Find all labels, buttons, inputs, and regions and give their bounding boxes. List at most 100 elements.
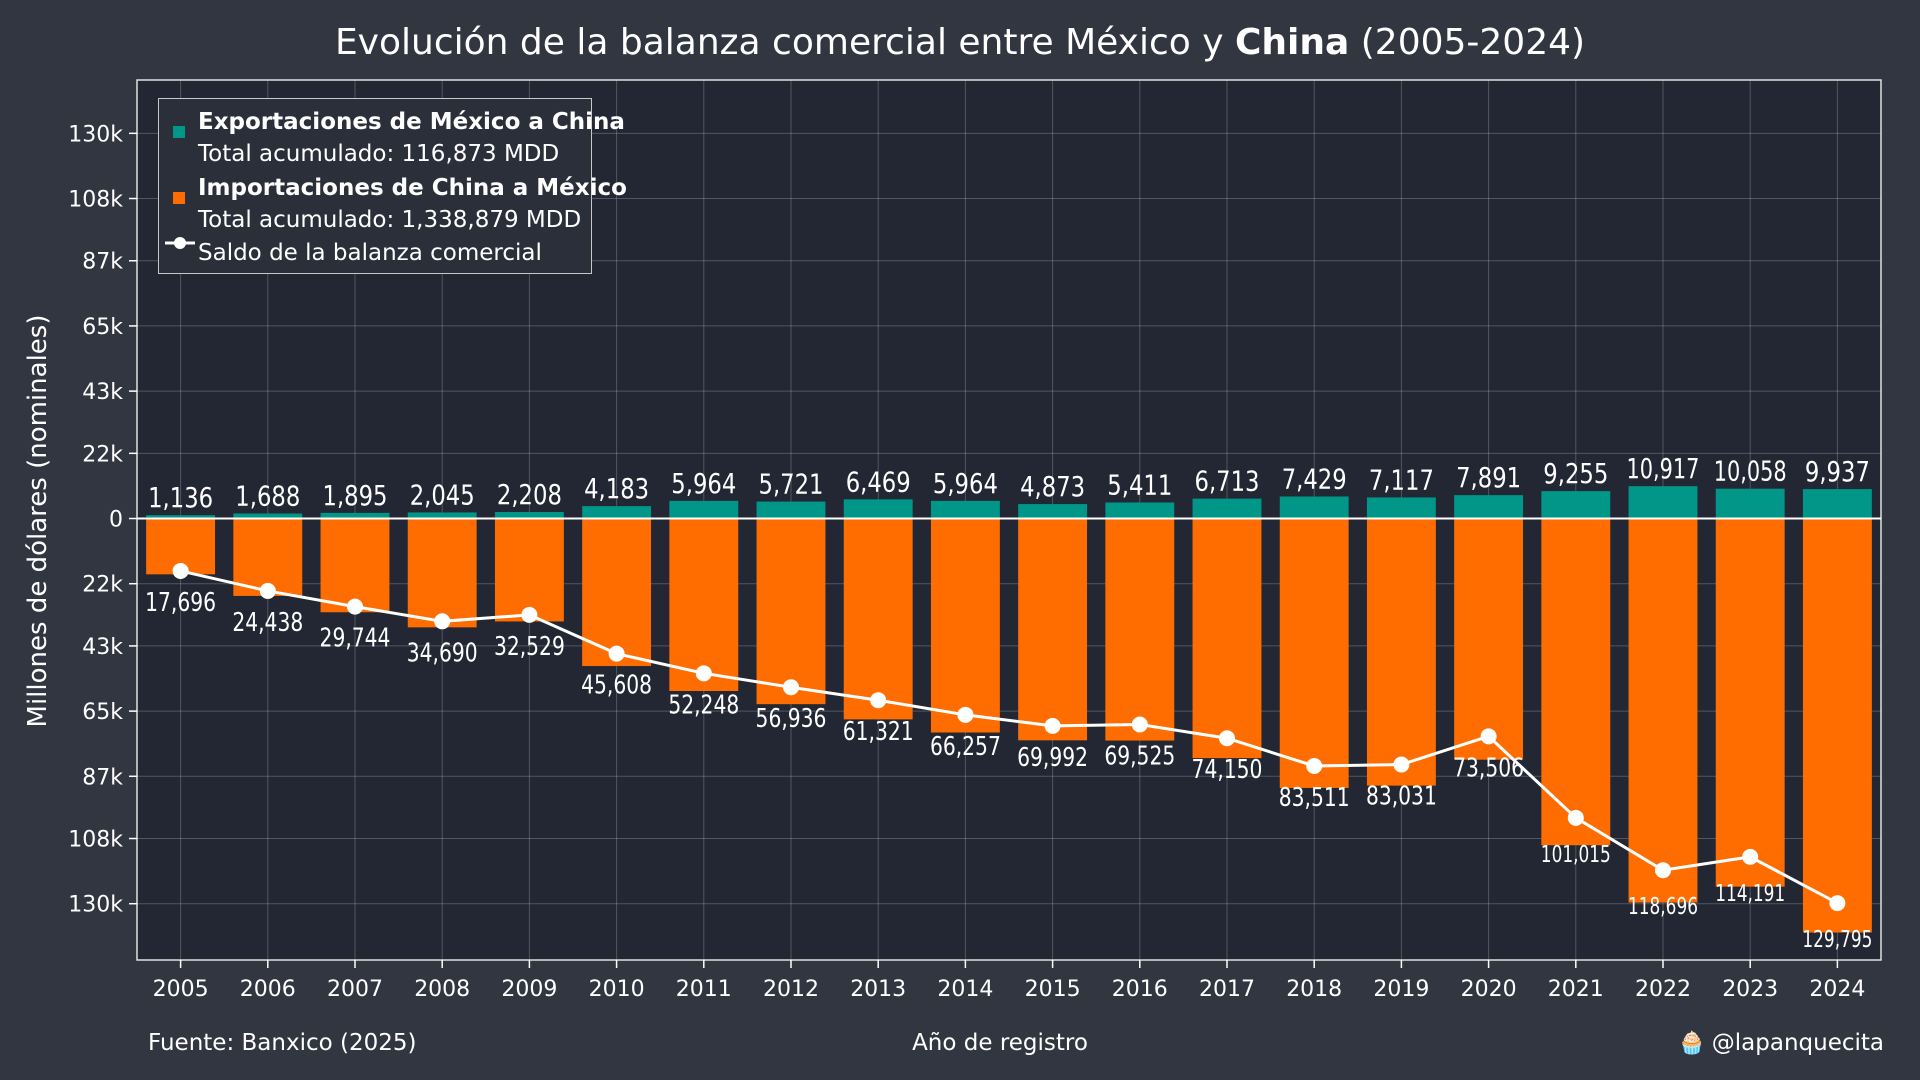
- export-bar: [1541, 491, 1611, 519]
- legend-imports-title: Importaciones de China a México: [198, 175, 627, 201]
- x-tick-label: 2018: [1286, 977, 1342, 1002]
- balance-value-label: 118,696: [1628, 894, 1698, 920]
- import-bar: [756, 518, 826, 705]
- export-bar: [756, 501, 826, 519]
- export-bar: [1802, 489, 1872, 519]
- balance-point: [1219, 730, 1235, 747]
- chart-title: Evolución de la balanza comercial entre …: [0, 22, 1920, 63]
- x-tick-label: 2021: [1548, 977, 1604, 1002]
- balance-line: [172, 562, 1846, 912]
- import-bar: [669, 518, 739, 691]
- source-note: Fuente: Banxico (2025): [148, 1030, 417, 1056]
- balance-point: [347, 598, 363, 615]
- export-value-label: 4,873: [1020, 470, 1085, 503]
- balance-point: [1567, 809, 1584, 826]
- balance-point: [783, 679, 799, 696]
- x-tick-label: 2009: [501, 977, 557, 1002]
- export-value-label: 5,964: [671, 467, 736, 500]
- balance-point: [870, 692, 887, 709]
- import-bar: [1628, 518, 1698, 903]
- balance-value-label: 52,248: [668, 690, 739, 720]
- balance-point: [1131, 716, 1148, 733]
- y-tick-label: 22k: [82, 573, 123, 598]
- balance-point: [1829, 895, 1846, 912]
- y-tick-label: 0: [109, 508, 123, 533]
- x-tick-label: 2015: [1025, 977, 1081, 1002]
- export-bar: [1105, 502, 1175, 519]
- balance-value-label: 69,525: [1104, 742, 1175, 772]
- x-tick-label: 2006: [240, 977, 296, 1002]
- balance-point: [259, 582, 276, 599]
- balance-value-label: 114,191: [1715, 881, 1785, 907]
- legend-imports-total: Total acumulado: 1,338,879 MDD: [198, 207, 582, 233]
- legend-imports-swatch: [173, 192, 185, 204]
- import-bar: [1192, 518, 1262, 759]
- export-value-label: 2,045: [410, 478, 475, 511]
- import-bar: [930, 518, 1000, 733]
- export-bar: [930, 500, 1000, 519]
- import-bar: [1802, 518, 1872, 933]
- y-tick-label: 65k: [82, 700, 123, 725]
- balance-value-label: 83,511: [1279, 783, 1350, 813]
- y-tick-label: 43k: [82, 635, 123, 660]
- x-tick-label: 2007: [327, 977, 383, 1002]
- y-tick-label: 87k: [82, 765, 123, 790]
- legend-balance-marker: [165, 237, 195, 249]
- x-tick-label: 2017: [1199, 977, 1255, 1002]
- export-bar: [407, 512, 477, 519]
- balance-value-label: 83,031: [1366, 782, 1437, 812]
- balance-point: [1480, 728, 1497, 745]
- balance-point: [172, 562, 189, 579]
- x-tick-label: 2024: [1809, 977, 1865, 1002]
- cupcake-icon: 🧁: [1678, 1031, 1706, 1056]
- import-bar: [1541, 518, 1611, 846]
- export-value-label: 6,713: [1195, 465, 1260, 498]
- export-bar: [582, 506, 652, 519]
- balance-point: [1044, 717, 1061, 734]
- y-axis-label: Millones de dólares (nominales): [23, 314, 53, 728]
- x-tick-label: 2020: [1461, 977, 1517, 1002]
- export-bar: [669, 500, 739, 519]
- export-bar: [146, 515, 216, 519]
- x-tick-label: 2013: [850, 977, 906, 1002]
- y-tick-label: 87k: [82, 250, 123, 275]
- x-tick-label: 2014: [937, 977, 993, 1002]
- title-bold: China: [1234, 22, 1350, 63]
- import-bar: [1366, 518, 1436, 786]
- balance-value-label: 101,015: [1541, 842, 1611, 868]
- title-prefix: Evolución de la balanza comercial entre …: [334, 22, 1235, 63]
- y-tick-label: 65k: [82, 315, 123, 340]
- balance-value-label: 17,696: [145, 588, 216, 618]
- legend-exports-swatch: [173, 126, 185, 138]
- balance-value-label: 34,690: [407, 638, 478, 668]
- legend-exports-title: Exportaciones de México a China: [198, 109, 625, 135]
- x-tick-label: 2008: [414, 977, 470, 1002]
- balance-value-label: 56,936: [756, 704, 827, 734]
- export-bar: [320, 512, 390, 519]
- y-tick-label: 130k: [68, 893, 123, 918]
- export-value-label: 1,895: [323, 479, 388, 512]
- export-value-label: 9,937: [1805, 455, 1870, 488]
- import-bar: [1018, 518, 1088, 741]
- export-value-label: 6,469: [846, 465, 911, 498]
- data-labels: 1,136 1,688 1,895 2,045 2,208 4,183 5,964 5,721…: [145, 452, 1872, 953]
- import-bar: [1454, 518, 1524, 760]
- y-tick-label: 130k: [68, 122, 123, 147]
- y-tick-label: 22k: [82, 442, 123, 467]
- import-bar: [1105, 518, 1175, 741]
- x-tick-label: 2019: [1373, 977, 1429, 1002]
- legend-balance-label: Saldo de la balanza comercial: [198, 240, 542, 266]
- balance-point: [1393, 756, 1410, 773]
- bars: [146, 486, 1872, 933]
- x-tick-label: 2022: [1635, 977, 1691, 1002]
- export-value-label: 5,964: [933, 467, 998, 500]
- export-bar: [233, 513, 303, 519]
- import-bar: [320, 518, 390, 613]
- balance-value-label: 69,992: [1017, 743, 1088, 773]
- x-axis-label: Año de registro: [912, 1030, 1088, 1056]
- axis-ticks: 130k 108k 87k 65k 43k 22k 0 22k 43k 65k 87k 108k 130…: [68, 122, 1865, 1002]
- balance-value-label: 61,321: [843, 717, 914, 747]
- balance-point: [521, 606, 538, 623]
- import-bar: [1279, 518, 1349, 788]
